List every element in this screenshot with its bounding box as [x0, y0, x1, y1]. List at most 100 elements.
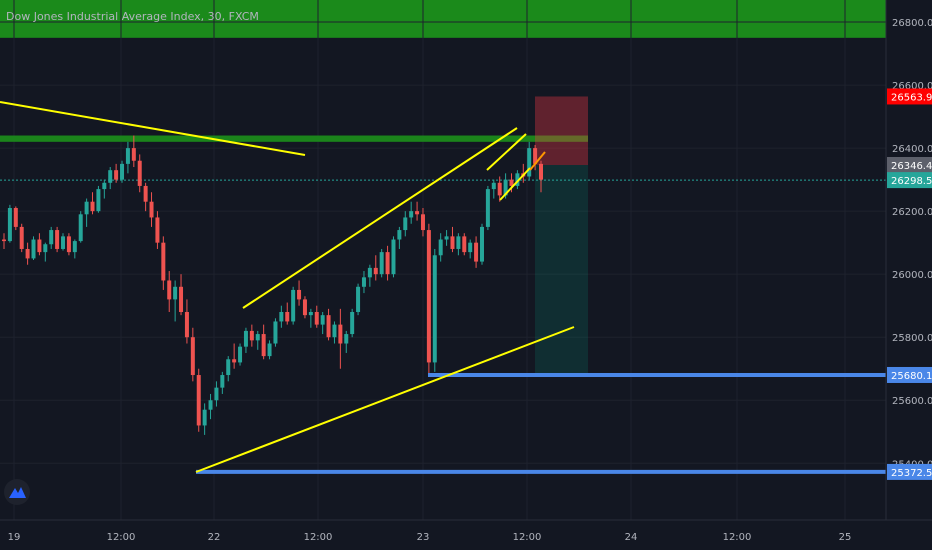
wedge-upper-trendline[interactable] — [486, 133, 527, 171]
candle-body — [332, 324, 337, 338]
candle-body — [426, 230, 431, 363]
candle-body — [291, 289, 296, 322]
price-tag-box — [887, 366, 932, 383]
candle-body — [456, 236, 461, 249]
candle-body — [149, 201, 154, 218]
candle-body — [173, 286, 178, 300]
candle-body — [491, 182, 496, 190]
candle-body — [444, 236, 449, 240]
candle-body — [84, 201, 89, 215]
price-tag-box — [887, 463, 932, 480]
candle-body — [468, 242, 473, 253]
candle-body — [249, 330, 254, 341]
take-profit-area[interactable] — [535, 165, 588, 375]
price-tag-label: 25372.55 — [891, 468, 932, 479]
price-tick-label: 26000.00 — [892, 270, 932, 281]
candle-body — [420, 214, 425, 231]
candle-body — [415, 211, 420, 215]
candle-body — [226, 359, 231, 376]
candle-body — [367, 267, 372, 278]
candle-body — [167, 280, 172, 300]
candle-body — [297, 289, 302, 300]
candle-body — [37, 239, 42, 253]
candle-body — [196, 375, 201, 426]
price-tags: 26563.93 26346.44 26298.50 25680.17 25372.55 — [887, 88, 932, 480]
candle-body — [497, 182, 502, 196]
time-tick-label: 12:00 — [723, 532, 752, 543]
price-tag-label: 26298.50 — [891, 176, 932, 187]
candle-body — [450, 236, 455, 249]
candle-body — [302, 299, 307, 316]
resistance-zone[interactable] — [0, 135, 588, 142]
candle-body — [137, 160, 142, 186]
candle-body — [503, 179, 508, 196]
candle-body — [155, 217, 160, 243]
candle-body — [462, 236, 467, 253]
candle-body — [326, 315, 331, 338]
time-tick-label: 12:00 — [513, 532, 542, 543]
time-tick-label: 24 — [625, 532, 638, 543]
time-tick-label: 12:00 — [304, 532, 333, 543]
candle-body — [208, 400, 213, 410]
candle-body — [379, 252, 384, 275]
price-tick-label: 25800.00 — [892, 333, 932, 344]
orange-marker-line[interactable] — [529, 151, 546, 171]
price-tick-label: 26800.00 — [892, 18, 932, 29]
candle-body — [214, 387, 219, 401]
candle-body — [515, 173, 520, 186]
candle-body — [474, 242, 479, 262]
candle-body — [7, 208, 12, 242]
candle-body — [190, 337, 195, 376]
candle-body — [220, 375, 225, 388]
candle-body — [13, 208, 18, 227]
candle-body — [361, 277, 366, 287]
candle-body — [279, 312, 284, 322]
candle-body — [43, 244, 48, 253]
candle-body — [120, 163, 125, 180]
candle-body — [255, 334, 260, 341]
candle-body — [261, 334, 266, 357]
candle-body — [78, 214, 83, 242]
candle-body — [373, 267, 378, 275]
time-axis-ticks[interactable]: 19 12:00 22 12:00 23 12:00 24 12:00 25 — [8, 532, 852, 543]
candle-body — [61, 236, 66, 249]
channel-lower-trendline[interactable] — [195, 326, 575, 473]
candle-body — [108, 170, 113, 183]
candle-body — [55, 230, 60, 249]
wedge-lower-trendline[interactable] — [499, 167, 531, 201]
price-tag-label: 26346.44 — [891, 161, 932, 172]
candle-body — [238, 346, 243, 363]
candle-body — [308, 312, 313, 316]
price-tag-box — [887, 157, 932, 174]
candle-body — [438, 239, 443, 256]
time-tick-label: 23 — [417, 532, 430, 543]
tradingview-logo-icon[interactable] — [4, 479, 30, 505]
candle-body — [314, 312, 319, 325]
price-tag-label: 25680.17 — [891, 371, 932, 382]
price-tick-label: 26400.00 — [892, 144, 932, 155]
candle-body — [232, 359, 237, 363]
top-supply-zone[interactable] — [0, 0, 886, 38]
price-tick-label: 25600.00 — [892, 396, 932, 407]
candle-body — [344, 334, 349, 344]
candle-body — [391, 239, 396, 275]
price-tick-label: 26200.00 — [892, 207, 932, 218]
candle-body — [509, 179, 514, 186]
candle-body — [403, 217, 408, 231]
time-tick-label: 19 — [8, 532, 21, 543]
candle-body — [49, 230, 54, 245]
candle-body — [243, 330, 248, 347]
price-tag-box — [887, 88, 932, 105]
candle-body — [161, 242, 166, 281]
channel-upper-trendline[interactable] — [242, 127, 518, 309]
candle-body — [90, 201, 95, 212]
candle-body — [479, 226, 484, 262]
price-tag-box — [887, 172, 932, 189]
candle-body — [19, 226, 24, 249]
candle-body — [527, 148, 532, 177]
time-tick-label: 22 — [208, 532, 221, 543]
descending-trendline[interactable] — [0, 101, 306, 156]
candle-body — [31, 239, 36, 259]
